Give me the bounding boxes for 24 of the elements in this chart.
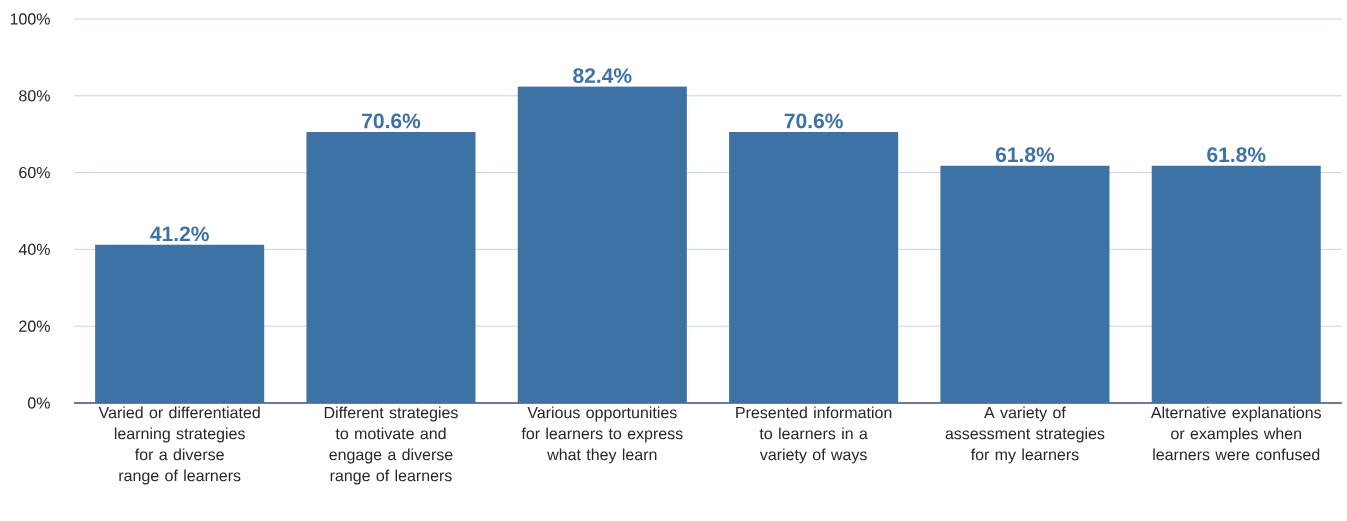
data-label: 82.4% [573, 68, 632, 84]
bar [306, 131, 476, 403]
bar [729, 131, 899, 403]
x-tick-label: Presented information to learners in a variety of ways [736, 406, 892, 464]
data-label: 70.6% [784, 113, 843, 129]
x-tick-label: Different strategies to motivate and engage a diverse range of learners [324, 406, 458, 485]
bar [1151, 165, 1321, 403]
y-tick-label: 20% [19, 320, 50, 332]
bar [95, 244, 265, 403]
y-tick-label: 100% [10, 13, 50, 25]
x-tick-label: Varied or differentiated learning strategies for a diverse range of learners [98, 406, 260, 485]
x-tick-label: Alternative explanations or examples when learners were confused [1150, 406, 1322, 461]
y-tick-label: 80% [19, 90, 50, 102]
x-tick-label: A variety of assessment strategies for my learners [945, 406, 1105, 464]
y-tick-label: 60% [19, 166, 50, 179]
data-label: 61.8% [995, 147, 1055, 163]
y-tick-label: 0% [27, 397, 50, 409]
data-label: 70.6% [362, 113, 421, 129]
bar [517, 86, 687, 403]
x-tick-label: Various opportunities for learners to express what they learn [521, 406, 683, 464]
data-label: 61.8% [1207, 147, 1266, 163]
bar [940, 165, 1110, 403]
data-label: 41.2% [150, 226, 209, 242]
y-tick-label: 40% [18, 243, 50, 256]
